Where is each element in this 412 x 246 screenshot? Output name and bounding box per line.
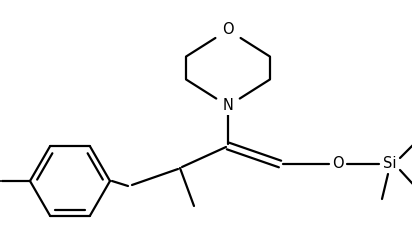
Text: O: O <box>222 22 234 37</box>
Text: N: N <box>222 98 234 113</box>
Text: O: O <box>332 156 344 171</box>
Text: Si: Si <box>383 156 397 171</box>
